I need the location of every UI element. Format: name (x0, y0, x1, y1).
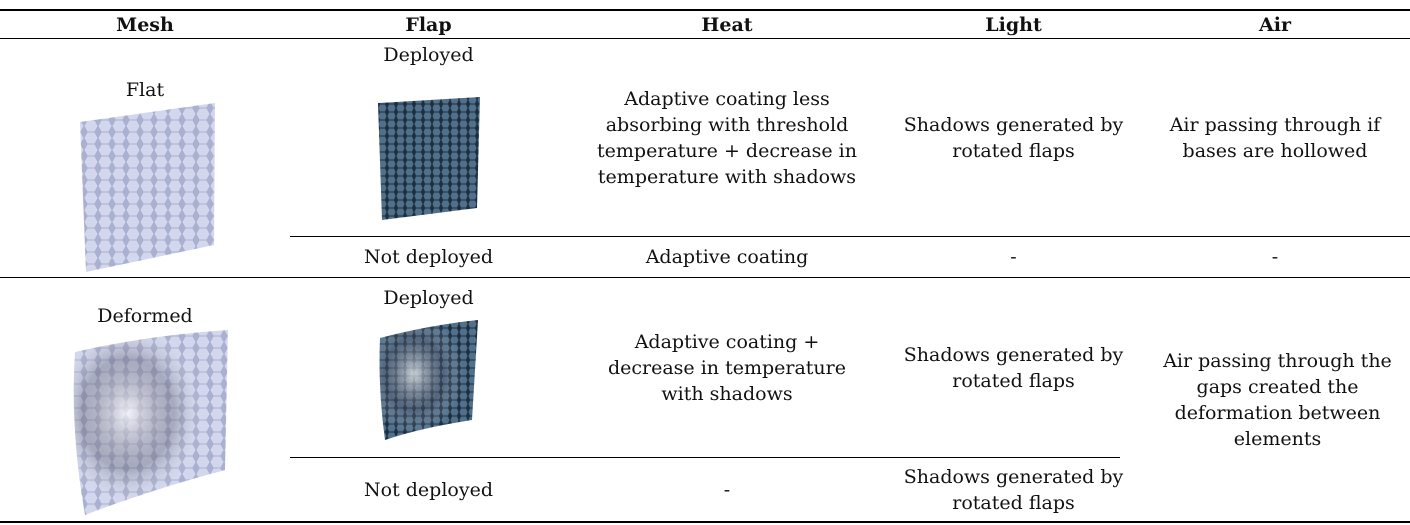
light-cell: Shadows generated by rotated flaps (903, 343, 1124, 392)
header-cell: Mesh (116, 13, 174, 36)
flap-cell: Deployed (383, 287, 474, 309)
bottom-rule (0, 521, 1410, 523)
light-cell: Shadows generated by rotated flaps (903, 465, 1124, 514)
mesh-cell: Flat (125, 79, 165, 101)
header-cell: Heat (701, 13, 753, 36)
mesh-cell: Deformed (97, 305, 193, 327)
flap-cell: Not deployed (364, 478, 493, 501)
heat-cell: Adaptive coating less absorbing with thr… (597, 88, 857, 188)
air-cell: Air passing through the gaps created the… (1163, 349, 1392, 450)
air-cell: - (1271, 246, 1279, 268)
header-rule (0, 38, 1410, 39)
top-rule (0, 9, 1410, 11)
flat-flap-image (378, 97, 480, 220)
group-rule (0, 277, 1410, 278)
heat-cell: Adaptive coating + decrease in temperatu… (607, 330, 846, 405)
header-cell: Light (985, 13, 1042, 36)
heat-cell: - (723, 478, 731, 501)
row-rule (290, 236, 1410, 237)
row-rule (290, 457, 1120, 458)
header-cell: Air (1259, 13, 1291, 36)
flap-cell: Deployed (383, 44, 474, 66)
header-cell: Flap (405, 13, 452, 36)
deformed-flap-image (379, 320, 478, 440)
flap-cell: Not deployed (364, 246, 493, 268)
heat-cell: Adaptive coating (645, 246, 809, 268)
light-cell: - (1010, 246, 1017, 268)
light-cell: Shadows generated by rotated flaps (903, 114, 1124, 162)
flat-mesh-image (80, 103, 215, 272)
air-cell: Air passing through if bases are hollowe… (1169, 114, 1381, 162)
deformed-mesh-image (73, 330, 228, 515)
